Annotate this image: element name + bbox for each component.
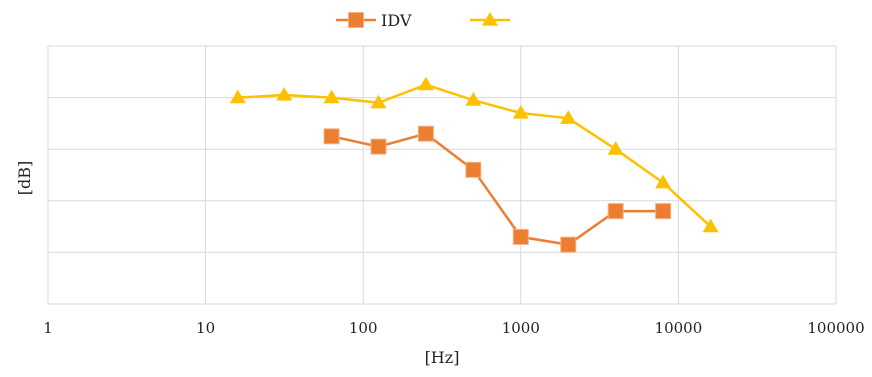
x-tick-label: 100000 (807, 319, 864, 337)
series-line (237, 83, 712, 228)
triangle-marker (702, 218, 719, 233)
series-layer (229, 76, 719, 253)
series-triangle (229, 76, 719, 233)
y-axis-label: [dB] (15, 161, 34, 195)
triangle-marker (482, 12, 498, 26)
square-marker (512, 228, 529, 245)
x-tick-label: 10 (196, 319, 215, 337)
x-tick-labels: 1 10 100 1000 10000 100000 (43, 319, 864, 337)
legend-entry (470, 12, 510, 26)
triangle-marker (229, 89, 246, 104)
legend-label: IDV (381, 11, 412, 30)
x-tick-label: 100 (349, 319, 378, 337)
triangle-marker (465, 92, 482, 106)
square-marker (370, 138, 387, 155)
triangle-marker (655, 174, 672, 189)
x-tick-label: 10000 (655, 319, 703, 337)
square-marker (465, 161, 482, 178)
triangle-marker (560, 110, 577, 124)
triangle-marker (417, 76, 434, 91)
square-marker (417, 125, 434, 142)
x-tick-label: 1000 (502, 319, 540, 337)
grid (47, 45, 837, 305)
triangle-marker (370, 94, 387, 109)
series-square (323, 125, 672, 253)
square-marker (607, 203, 624, 220)
triangle-marker (607, 141, 624, 155)
x-axis-label: [Hz] (425, 348, 460, 367)
triangle-marker (323, 89, 340, 104)
square-marker (348, 12, 364, 28)
square-marker (323, 128, 340, 145)
triangle-marker (276, 87, 293, 101)
legend-entry: IDV (336, 11, 412, 30)
triangle-marker (512, 105, 529, 119)
square-marker (655, 203, 672, 220)
x-tick-label: 1 (43, 319, 53, 337)
legend: IDV (336, 11, 510, 30)
square-marker (560, 236, 577, 253)
